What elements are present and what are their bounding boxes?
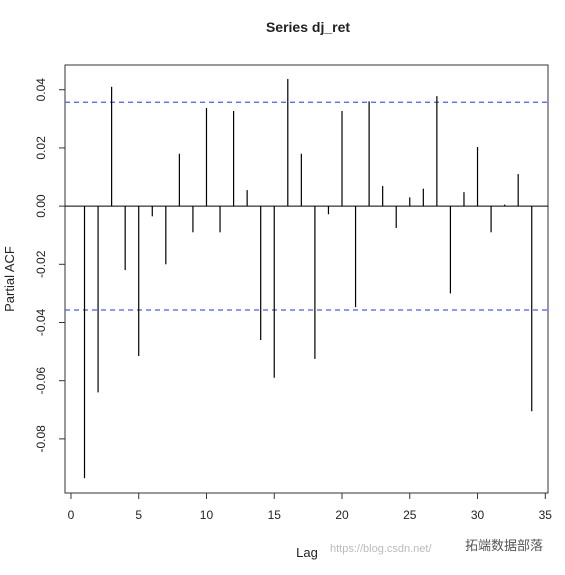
- y-tick-label: 0.00: [34, 194, 48, 218]
- x-axis-label: Lag: [296, 545, 318, 560]
- x-tick-label: 15: [268, 508, 282, 522]
- x-tick-label: 5: [135, 508, 142, 522]
- y-tick-label: -0.08: [34, 425, 48, 453]
- y-axis-label: Partial ACF: [2, 246, 17, 312]
- x-tick-label: 0: [68, 508, 75, 522]
- y-tick-label: -0.02: [34, 250, 48, 278]
- x-tick-label: 30: [471, 508, 485, 522]
- x-tick-label: 10: [200, 508, 214, 522]
- x-tick-label: 20: [335, 508, 349, 522]
- watermark: 拓端数据部落: [465, 538, 543, 553]
- plot-frame: [64, 64, 549, 494]
- chart-title: Series dj_ret: [266, 19, 350, 35]
- y-tick-label: 0.04: [34, 78, 48, 102]
- y-tick-label: -0.04: [34, 309, 48, 337]
- x-tick-label: 25: [403, 508, 417, 522]
- y-tick-label: 0.02: [34, 136, 48, 160]
- y-tick-label: -0.06: [34, 367, 48, 395]
- watermark: https://blog.csdn.net/: [330, 543, 432, 555]
- x-tick-label: 35: [539, 508, 553, 522]
